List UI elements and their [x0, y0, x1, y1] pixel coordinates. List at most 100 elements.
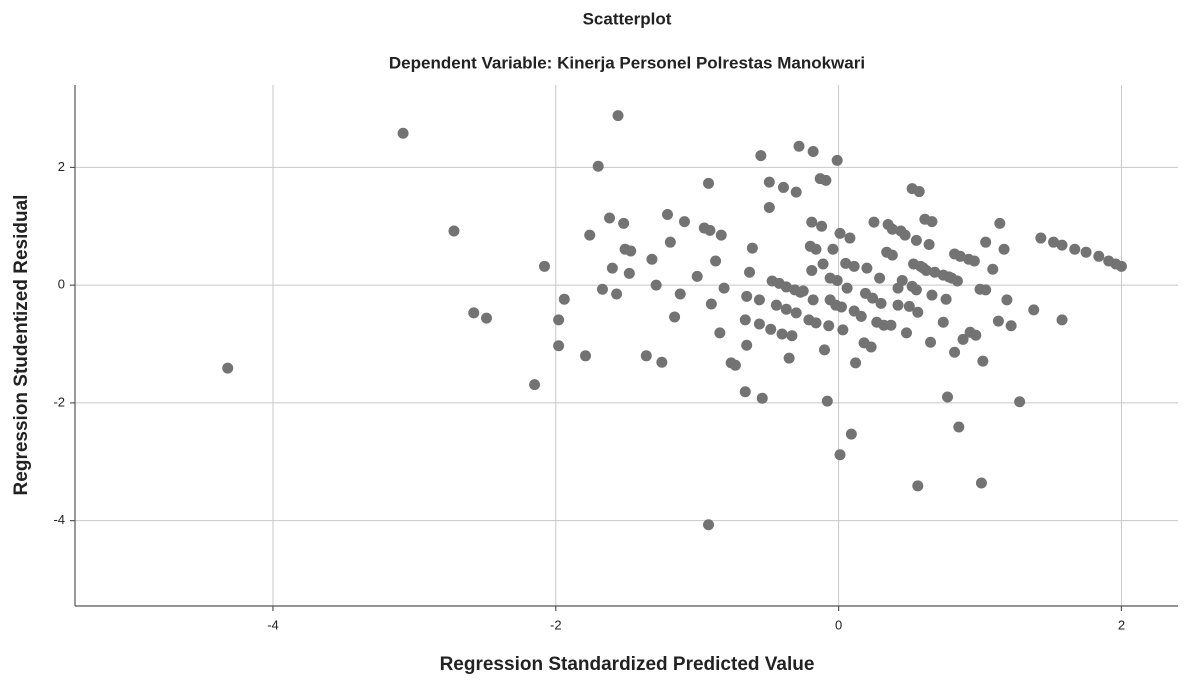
- point: [623, 267, 635, 279]
- point: [739, 386, 751, 398]
- point: [1080, 246, 1092, 258]
- point: [1056, 314, 1068, 326]
- point: [975, 477, 987, 489]
- point: [937, 316, 949, 328]
- point: [611, 288, 623, 300]
- point: [625, 245, 637, 257]
- point: [980, 284, 992, 296]
- point: [913, 186, 925, 198]
- point: [910, 234, 922, 246]
- point: [834, 449, 846, 461]
- point: [786, 330, 798, 342]
- point: [923, 239, 935, 251]
- point: [835, 301, 847, 313]
- point: [807, 146, 819, 158]
- point: [855, 310, 867, 322]
- point: [886, 223, 898, 235]
- point: [827, 243, 839, 255]
- point: [753, 294, 765, 306]
- point: [790, 186, 802, 198]
- point: [841, 282, 853, 294]
- point: [604, 212, 616, 224]
- point: [1115, 260, 1127, 272]
- point: [816, 220, 828, 232]
- point: [865, 341, 877, 353]
- point: [821, 395, 833, 407]
- point: [892, 299, 904, 311]
- point: [553, 314, 565, 326]
- point: [714, 327, 726, 339]
- point: [867, 292, 879, 304]
- point: [1056, 239, 1068, 251]
- point: [618, 217, 630, 229]
- point: [584, 229, 596, 241]
- point: [868, 216, 880, 228]
- point: [823, 320, 835, 332]
- point: [468, 307, 480, 319]
- point: [850, 357, 862, 369]
- point: [910, 284, 922, 296]
- point: [596, 283, 608, 295]
- point: [705, 298, 717, 310]
- point: [942, 391, 954, 403]
- point: [840, 257, 852, 269]
- point: [1048, 236, 1060, 248]
- point: [703, 177, 715, 189]
- point: [926, 289, 938, 301]
- point: [529, 379, 541, 391]
- point: [831, 274, 843, 286]
- point: [579, 350, 591, 362]
- point: [729, 359, 741, 371]
- point: [957, 333, 969, 345]
- point: [756, 392, 768, 404]
- point: [900, 327, 912, 339]
- point: [797, 285, 809, 297]
- x-tick-label: 0: [835, 617, 842, 632]
- point: [397, 127, 409, 139]
- point: [710, 255, 722, 267]
- x-tick-label: 2: [1118, 617, 1125, 632]
- point: [896, 274, 908, 286]
- point: [783, 352, 795, 364]
- point: [875, 297, 887, 309]
- point: [848, 260, 860, 272]
- point: [954, 250, 966, 262]
- point: [222, 362, 234, 374]
- point: [886, 249, 898, 261]
- point: [592, 160, 604, 172]
- point: [817, 258, 829, 270]
- point: [1093, 250, 1105, 262]
- point: [640, 350, 652, 362]
- point: [715, 229, 727, 241]
- point: [980, 236, 992, 248]
- point: [845, 428, 857, 440]
- point: [1001, 294, 1013, 306]
- point: [806, 216, 818, 228]
- chart-subtitle: Dependent Variable: Kinerja Personel Pol…: [389, 53, 865, 72]
- point: [718, 282, 730, 294]
- point: [780, 303, 792, 315]
- point: [977, 355, 989, 367]
- point: [1028, 304, 1040, 316]
- point: [987, 263, 999, 275]
- point: [765, 323, 777, 335]
- point: [770, 299, 782, 311]
- point: [755, 150, 767, 162]
- point: [994, 217, 1006, 229]
- point: [940, 293, 952, 305]
- point: [820, 174, 832, 186]
- point: [669, 311, 681, 323]
- point: [953, 421, 965, 433]
- point: [646, 253, 658, 265]
- point: [664, 236, 676, 248]
- point: [968, 255, 980, 267]
- point: [776, 328, 788, 340]
- point: [874, 272, 886, 284]
- point: [834, 227, 846, 239]
- point: [920, 264, 932, 276]
- point: [837, 324, 849, 336]
- point: [553, 340, 565, 352]
- point: [763, 201, 775, 213]
- point: [678, 216, 690, 228]
- point: [810, 317, 822, 329]
